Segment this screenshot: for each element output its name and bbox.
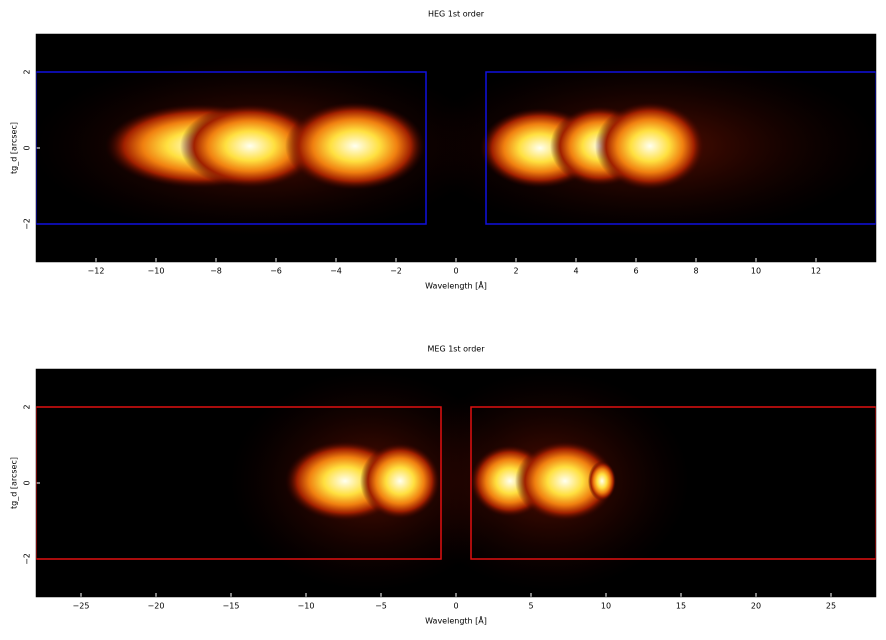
x-axis-label: Wavelength [Å] (425, 280, 487, 291)
y-tick-label: 2 (23, 404, 32, 409)
extraction-region (36, 71, 427, 225)
y-axis-label: tg_d [arcsec] (10, 457, 19, 509)
x-tick-label: 10 (751, 267, 761, 276)
extraction-region (470, 406, 876, 560)
x-tick-label: −12 (88, 267, 105, 276)
x-tick-label: −10 (148, 267, 165, 276)
x-tick-label: 15 (676, 602, 686, 611)
x-tick-label: −5 (375, 602, 387, 611)
x-tick-label: 20 (751, 602, 761, 611)
x-tick-label: 5 (528, 602, 533, 611)
x-tick-label: −25 (73, 602, 90, 611)
x-axis-label: Wavelength [Å] (425, 615, 487, 626)
x-tick-label: −20 (148, 602, 165, 611)
plot-frame (35, 368, 877, 598)
plot-frame (35, 33, 877, 263)
x-tick-label: 0 (453, 602, 458, 611)
y-tick-label: −2 (23, 553, 32, 565)
x-tick-label: 8 (693, 267, 698, 276)
x-tick-label: 10 (601, 602, 611, 611)
y-tick-label: 2 (23, 69, 32, 74)
y-tick-label: −2 (23, 218, 32, 230)
x-tick-label: 2 (513, 267, 518, 276)
x-tick-label: −10 (298, 602, 315, 611)
x-tick-label: 12 (811, 267, 821, 276)
x-tick-label: 6 (633, 267, 638, 276)
x-tick-label: −15 (223, 602, 240, 611)
chart-title: HEG 1st order (428, 10, 485, 19)
y-tick-label: 0 (23, 145, 32, 150)
x-tick-label: 0 (453, 267, 458, 276)
x-tick-label: −8 (210, 267, 222, 276)
emission-image (230, 371, 690, 591)
extraction-region (485, 71, 876, 225)
x-tick-label: 25 (826, 602, 836, 611)
x-tick-label: 4 (573, 267, 578, 276)
x-tick-label: −2 (390, 267, 402, 276)
y-tick-label: 0 (23, 480, 32, 485)
x-tick-label: −6 (270, 267, 282, 276)
y-axis-label: tg_d [arcsec] (10, 122, 19, 174)
extraction-region (36, 406, 442, 560)
emission-image (36, 56, 876, 236)
x-tick-label: −4 (330, 267, 342, 276)
chart-title: MEG 1st order (428, 345, 486, 354)
